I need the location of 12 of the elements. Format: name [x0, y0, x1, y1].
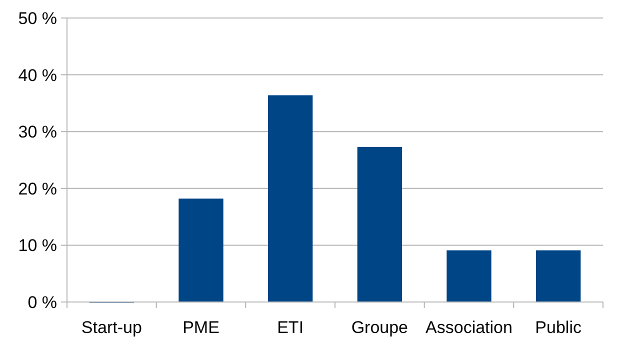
x-tick-label: Association	[426, 318, 512, 337]
y-tick-label: 0 %	[28, 292, 57, 312]
x-tick-label: Public	[535, 318, 582, 337]
y-tick-label: 30 %	[18, 122, 57, 142]
x-tick-label: PME	[182, 318, 220, 337]
x-tick-label: Groupe	[351, 318, 408, 337]
y-tick-label: 20 %	[18, 179, 57, 198]
y-tick-label: 50 %	[18, 8, 57, 28]
y-tick-label: 40 %	[18, 66, 57, 85]
x-tick-label: Start-up	[81, 318, 142, 337]
x-tick-label: ETI	[277, 318, 304, 337]
y-tick-label: 10 %	[18, 236, 57, 256]
